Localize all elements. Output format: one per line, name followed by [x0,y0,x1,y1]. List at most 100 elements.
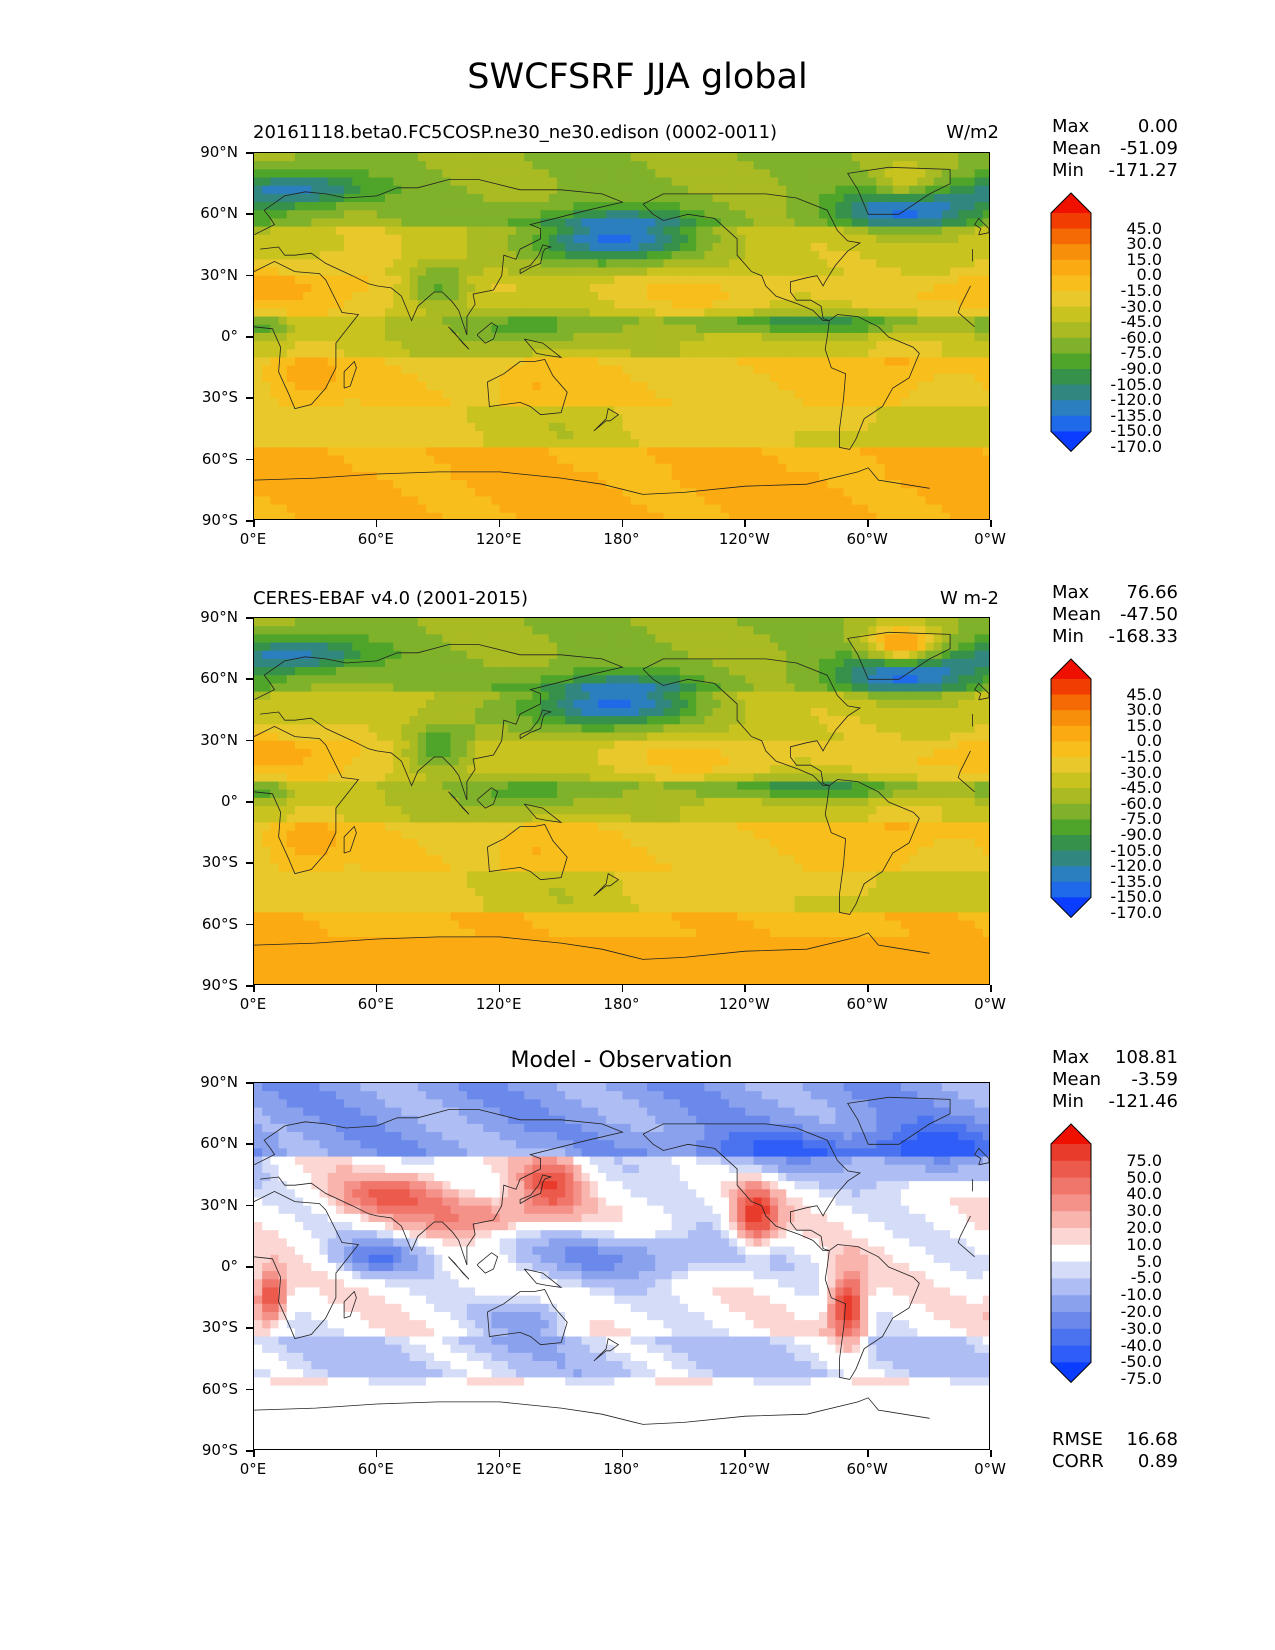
map-cell [778,259,787,269]
panel-title: 20161118.beta0.FC5COSP.ne30_ne30.edison … [253,122,778,143]
map-cell [507,447,517,457]
map-cell [663,218,673,228]
map-cell [286,275,296,285]
map-cell [974,275,984,285]
map-cell [270,349,280,359]
map-cell [393,373,402,383]
map-cell [368,242,378,252]
colorbar-segment [1051,291,1091,308]
map-cell [868,658,877,668]
map-cell [761,324,771,334]
map-cell [835,259,845,269]
map-cell [778,439,787,448]
map-cell [491,283,501,293]
map-cell [933,341,943,350]
map-cell [712,251,722,260]
map-cell [769,218,779,228]
map-cell [876,626,886,635]
y-tick-label: 60°N [200,204,238,223]
map-cell [794,390,804,399]
map-cell [294,275,304,285]
map-cell [679,234,689,244]
map-cell [376,332,386,342]
map-cell [622,463,632,473]
map-cell [843,210,853,220]
map-cell [475,626,484,635]
map-cell [712,161,722,170]
map-cell [884,349,894,359]
map-cell [417,308,427,318]
map-cell [565,267,574,277]
map-cell [982,242,989,252]
map-cell [278,177,288,187]
map-cell [565,488,574,498]
map-cell [802,431,812,440]
map-cell [270,275,280,285]
map-cell [360,161,370,170]
map-cell [327,267,337,277]
map-cell [802,381,812,391]
map-cell [352,626,362,635]
map-cell [278,292,288,301]
map-cell [909,512,918,519]
map-cell [319,283,329,293]
map-cell [450,292,460,301]
map-cell [434,447,443,457]
map-cell [720,504,730,514]
map-cell [475,691,484,701]
map-cell [868,373,877,383]
map-cell [606,422,615,432]
map-cell [565,667,574,676]
map-cell [597,234,607,244]
map-cell [827,259,837,269]
map-cell [303,267,312,277]
map-cell [622,193,632,203]
map-cell [581,683,591,693]
map-cell [950,251,959,260]
map-cell [737,251,746,260]
map-cell [769,153,779,162]
map-cell [663,193,673,203]
map-cell [532,390,542,399]
map-cell [385,626,394,635]
map-cell [810,349,820,359]
map-cell [417,512,427,519]
map-cell [540,463,550,473]
map-cell [917,667,927,676]
map-cell [516,210,525,220]
map-cell [352,675,362,685]
map-cell [499,422,509,432]
map-cell [499,267,509,277]
map-cell [319,480,329,489]
map-cell [335,634,345,644]
map-cell [679,218,689,228]
map-cell [827,414,837,424]
map-cell [958,332,968,342]
map-cell [966,650,976,660]
map-cell [303,447,312,457]
map-cell [254,471,263,481]
map-cell [630,234,640,244]
map-cell [442,422,452,432]
map-cell [892,504,902,514]
map-cell [270,292,280,301]
map-cell [573,185,583,195]
map-cell [982,667,989,676]
map-cell [688,316,697,326]
map-cell [434,406,443,416]
map-cell [385,480,394,489]
map-cell [688,300,697,309]
map-cell [573,626,583,635]
map-cell [303,650,312,660]
map-cell [434,398,443,408]
map-cell [712,431,722,440]
map-cell [859,332,869,342]
map-cell [728,398,738,408]
map-cell [909,267,918,277]
map-cell [753,381,763,391]
map-cell [597,308,607,318]
map-cell [982,210,989,220]
map-cell [925,496,935,506]
map-cell [827,373,837,383]
map-cell [958,414,968,424]
